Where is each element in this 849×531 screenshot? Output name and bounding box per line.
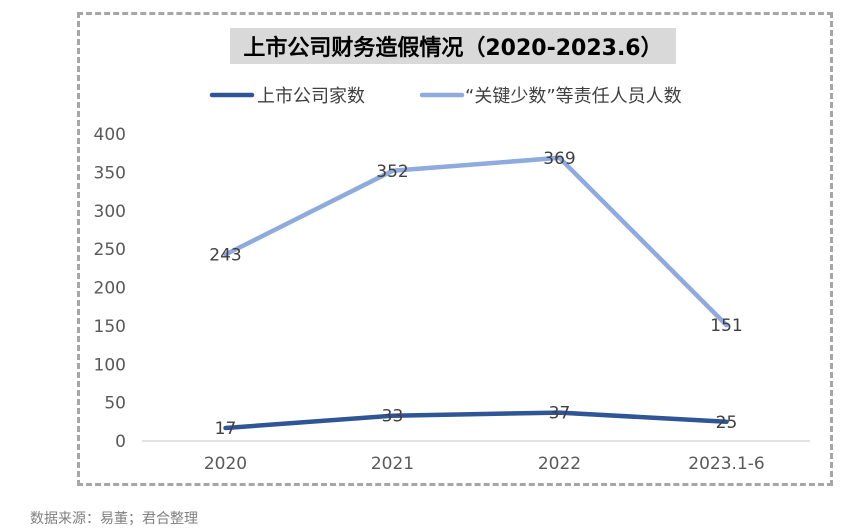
data-label-s0-0: 17 bbox=[215, 419, 237, 439]
series-line-0 bbox=[223, 410, 729, 431]
y-tick-label-100: 100 bbox=[94, 355, 126, 375]
data-label-s0-1: 33 bbox=[382, 407, 404, 427]
data-label-s1-2: 369 bbox=[543, 149, 575, 169]
x-tick-label-3: 2023.1-6 bbox=[688, 454, 764, 474]
data-label-s1-0: 243 bbox=[209, 245, 241, 265]
y-tick-label-200: 200 bbox=[94, 279, 126, 299]
data-label-s1-1: 352 bbox=[376, 162, 408, 182]
series-line-1 bbox=[223, 155, 729, 328]
y-tick-label-0: 0 bbox=[115, 432, 126, 452]
chart-title-box: 上市公司财务造假情况（2020-2023.6） bbox=[230, 28, 676, 64]
y-tick-label-150: 150 bbox=[94, 317, 126, 337]
x-tick-label-1: 2021 bbox=[371, 454, 414, 474]
data-label-s0-2: 37 bbox=[549, 404, 571, 424]
chart-frame bbox=[77, 12, 833, 486]
legend-label-1: “关键少数”等责任人员人数 bbox=[465, 86, 682, 107]
legend-label-0: 上市公司家数 bbox=[257, 86, 365, 107]
y-tick-label-400: 400 bbox=[94, 125, 126, 145]
data-label-s1-3: 151 bbox=[710, 316, 742, 336]
data-label-s0-3: 25 bbox=[716, 413, 738, 433]
x-tick-label-0: 2020 bbox=[204, 454, 247, 474]
data-source-note: 数据来源：易董；君合整理 bbox=[30, 511, 198, 527]
chart-title: 上市公司财务造假情况（2020-2023.6） bbox=[243, 36, 663, 61]
y-tick-label-250: 250 bbox=[94, 240, 126, 260]
x-tick-label-2: 2022 bbox=[538, 454, 581, 474]
y-tick-label-350: 350 bbox=[94, 163, 126, 183]
y-tick-label-300: 300 bbox=[94, 202, 126, 222]
y-tick-label-50: 50 bbox=[104, 394, 126, 414]
